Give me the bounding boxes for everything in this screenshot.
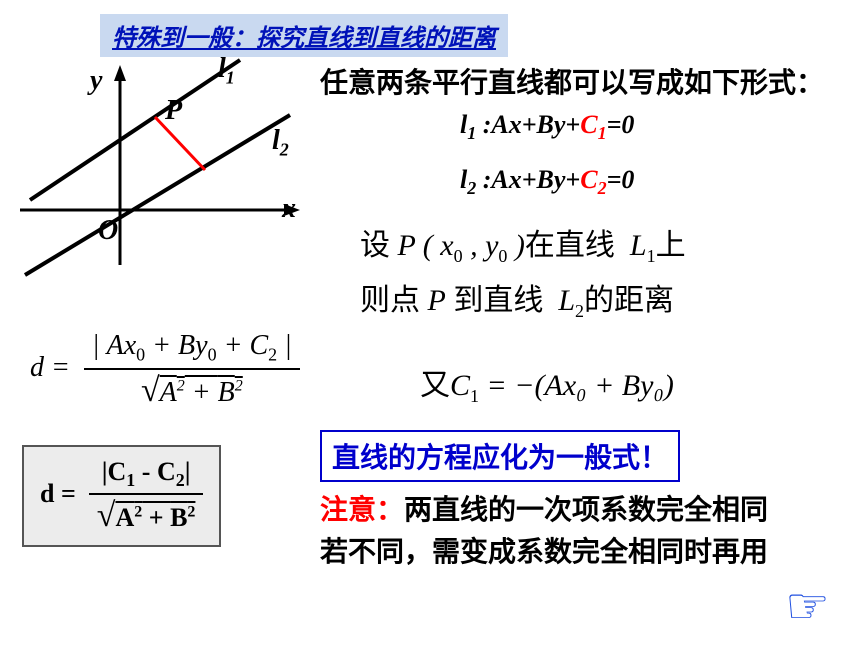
intro-text: 任意两条平行直线都可以写成如下形式：	[320, 64, 850, 103]
general-form-note: 直线的方程应化为一般式！	[320, 430, 680, 482]
line-l1-label: l1	[218, 53, 235, 89]
c1-relation: 又C1 = −(Ax₀ + By₀)	[420, 360, 674, 407]
pointer-hand-icon[interactable]: ☜	[785, 577, 830, 635]
text-p-to-l2: 则点 P 到直线 L2的距离	[360, 275, 674, 322]
slide-title: 特殊到一般：探究直线到直线的距离	[100, 14, 508, 57]
y-axis-label: y	[90, 65, 102, 97]
text-p-on-l1: 设 P ( x0 , y0 )在直线 L1上	[360, 220, 686, 267]
final-distance-formula: d = |C1 - C2| √A2 + B2	[22, 445, 221, 547]
coordinate-graph: y x O P l1 l2	[10, 55, 320, 295]
equation-l2: l2 :Ax+By+C2=0	[460, 165, 634, 199]
point-p-label: P	[165, 95, 182, 127]
equation-l1: l1 :Ax+By+C1=0	[460, 110, 634, 144]
origin-label: O	[98, 215, 118, 247]
coefficient-warning: 注意：两直线的一次项系数完全相同 若不同，需变成系数完全相同时再用	[320, 490, 860, 574]
line-l2-label: l2	[272, 125, 289, 161]
graph-svg	[10, 55, 320, 295]
distance-formula-1: d = | Ax0 + By0 + C2 | √A2 + B2	[30, 330, 300, 410]
x-axis-label: x	[282, 193, 296, 225]
